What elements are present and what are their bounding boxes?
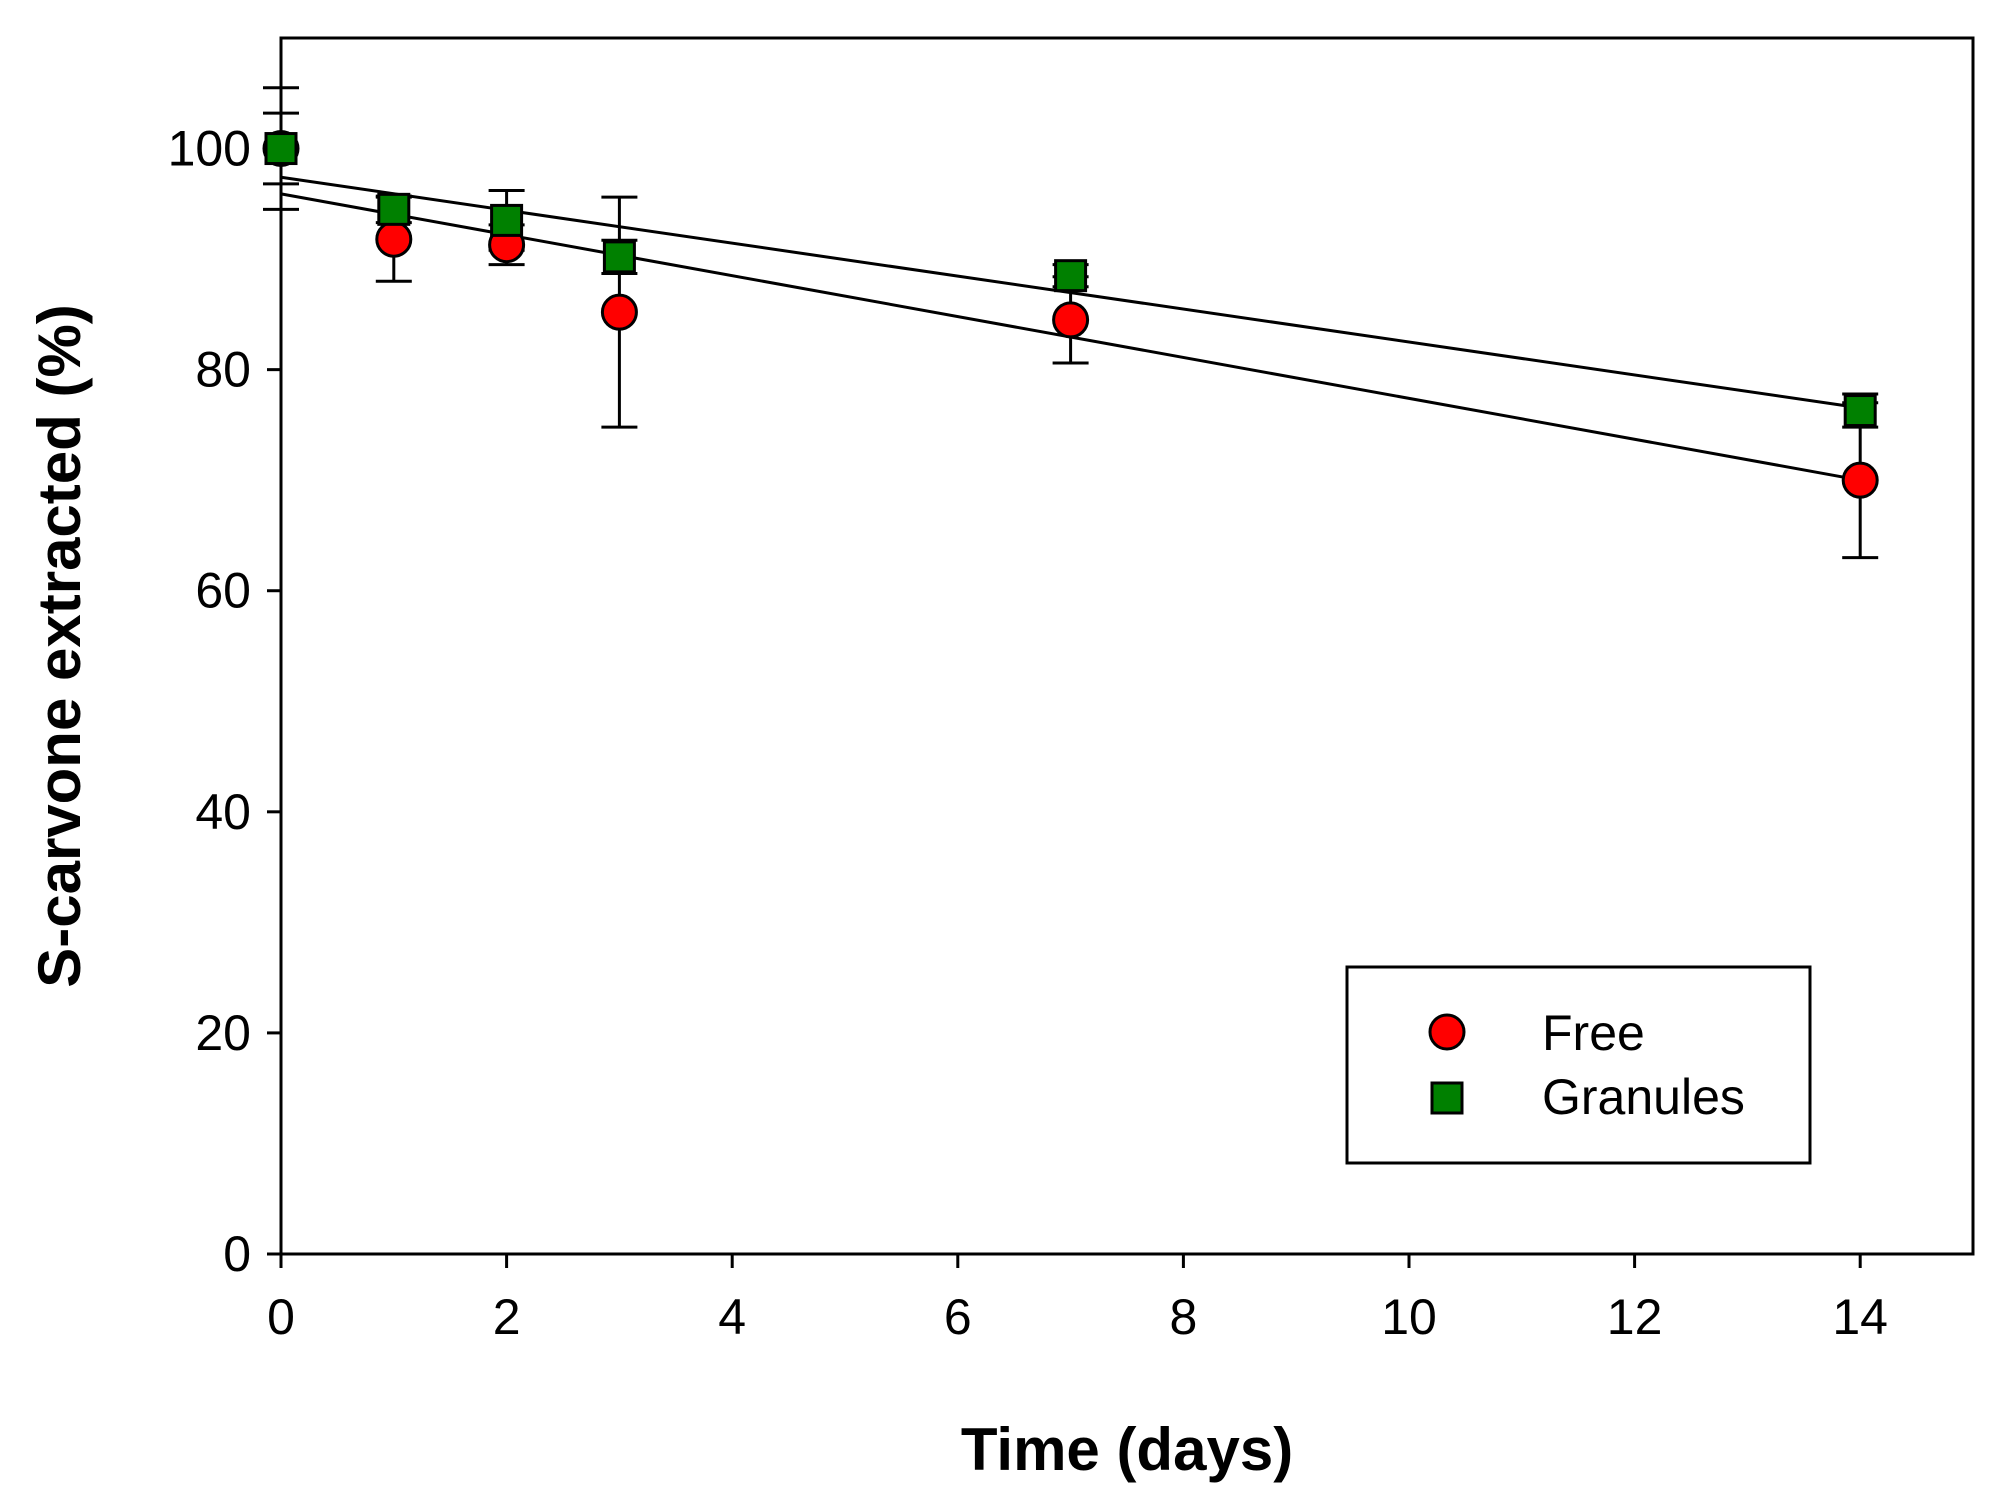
point-granules-2 [490, 203, 524, 237]
legend-label-free: Free [1542, 1005, 1645, 1061]
x-tick-label-8: 8 [1169, 1289, 1197, 1345]
legend-box [1345, 965, 1812, 1165]
x-tick-label-10: 10 [1381, 1289, 1437, 1345]
legend-marker-granules [1430, 1081, 1464, 1115]
y-axis-title: S-carvone extracted (%) [26, 304, 93, 988]
y-tick-label-0: 0 [223, 1226, 251, 1282]
legend-label-granules: Granules [1542, 1069, 1745, 1125]
x-tick-label-6: 6 [944, 1289, 972, 1345]
point-granules-5 [1843, 394, 1877, 428]
x-tick-label-4: 4 [718, 1289, 746, 1345]
data-markers [262, 130, 1879, 499]
x-tick-label-14: 14 [1832, 1289, 1888, 1345]
point-granules-4 [1054, 259, 1088, 293]
legend: Free Granules [1345, 965, 1812, 1165]
y-tick-label-80: 80 [195, 342, 251, 398]
y-tick-label-20: 20 [195, 1005, 251, 1061]
point-granules-0 [264, 132, 298, 166]
y-axis-ticks: 0 20 40 60 80 100 [168, 121, 281, 1282]
plot-frame [279, 36, 1975, 1256]
point-granules-3 [602, 240, 636, 274]
y-tick-label-100: 100 [168, 121, 251, 177]
point-free-1 [375, 220, 413, 258]
x-tick-label-0: 0 [267, 1289, 295, 1345]
point-free-5 [1841, 461, 1879, 499]
point-granules-1 [377, 192, 411, 226]
y-tick-label-60: 60 [195, 563, 251, 619]
x-tick-label-12: 12 [1607, 1289, 1663, 1345]
x-tick-label-2: 2 [493, 1289, 521, 1345]
x-axis-title: Time (days) [961, 1416, 1293, 1483]
y-tick-label-40: 40 [195, 784, 251, 840]
point-free-4 [1052, 301, 1090, 339]
point-free-3 [600, 293, 638, 331]
x-axis-ticks: 0 2 4 6 8 10 12 14 [267, 1254, 1888, 1345]
legend-marker-free [1428, 1013, 1466, 1051]
